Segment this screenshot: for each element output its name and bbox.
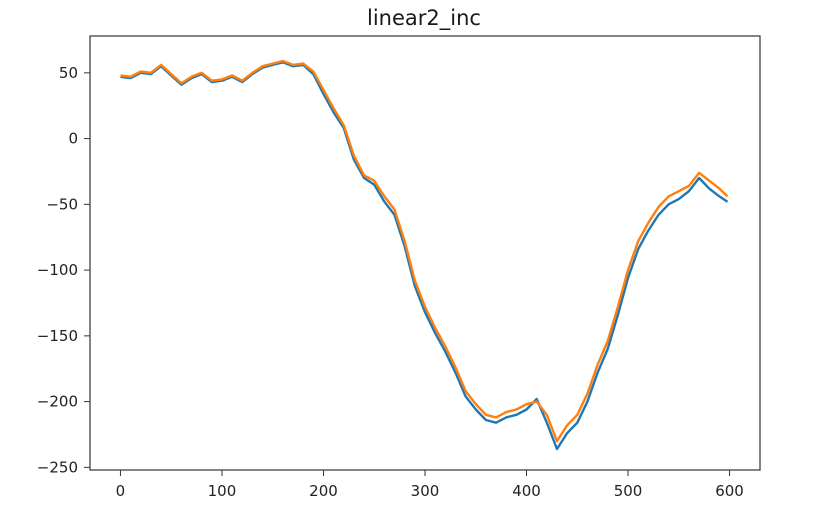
plot-frame xyxy=(89,35,761,471)
chart-title: linear2_inc xyxy=(367,6,481,31)
y-tick-label: −100 xyxy=(37,261,78,279)
y-axis: 50 0 −50 −100 −150 −200 −250 xyxy=(37,64,90,476)
x-tick-label: 100 xyxy=(208,482,237,500)
plot-area xyxy=(120,59,729,451)
series-line-2 xyxy=(120,59,729,443)
x-tick-label: 300 xyxy=(411,482,440,500)
x-tick-label: 200 xyxy=(309,482,338,500)
y-tick-label: 0 xyxy=(68,130,78,148)
x-tick-label: 400 xyxy=(512,482,541,500)
x-tick-label: 600 xyxy=(715,482,744,500)
y-tick-label: −200 xyxy=(37,393,78,411)
x-tick-label: 0 xyxy=(116,482,126,500)
y-tick-label: −150 xyxy=(37,327,78,345)
y-tick-label: 50 xyxy=(59,64,78,82)
x-axis: 0 100 200 300 400 500 600 xyxy=(116,470,744,500)
y-tick-label: −250 xyxy=(37,458,78,476)
x-tick-label: 500 xyxy=(614,482,643,500)
y-tick-label: −50 xyxy=(46,195,78,213)
series-line-1 xyxy=(120,61,729,451)
